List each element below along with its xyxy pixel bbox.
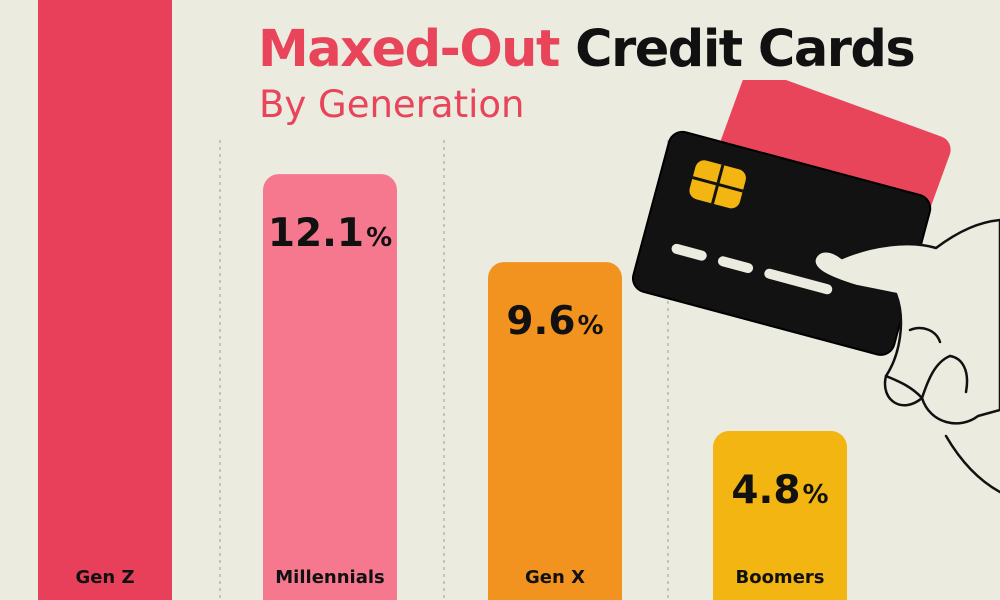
value-label-gen-x: 9.6%	[506, 299, 603, 344]
category-label-gen-x: Gen X	[525, 567, 585, 588]
category-label-boomers: Boomers	[735, 567, 824, 588]
bar-gen-z	[38, 0, 172, 600]
chart-subtitle: By Generation	[259, 83, 525, 126]
chart-title: Maxed-Out Credit Cards	[258, 20, 916, 79]
hand-icon	[813, 218, 1000, 494]
bar-gen-x	[488, 262, 622, 600]
value-label-boomers: 4.8%	[731, 468, 828, 513]
category-label-millennials: Millennials	[275, 567, 384, 588]
bar-millennials	[263, 174, 397, 600]
black-card-shape	[631, 130, 932, 356]
value-label-millennials: 12.1%	[268, 211, 392, 256]
bar-boomers	[713, 431, 847, 600]
credit-card-in-hand-icon	[631, 80, 1000, 494]
title-accent: Maxed-Out	[258, 20, 560, 79]
category-label-gen-z: Gen Z	[75, 567, 134, 588]
title-rest: Credit Cards	[575, 20, 916, 79]
